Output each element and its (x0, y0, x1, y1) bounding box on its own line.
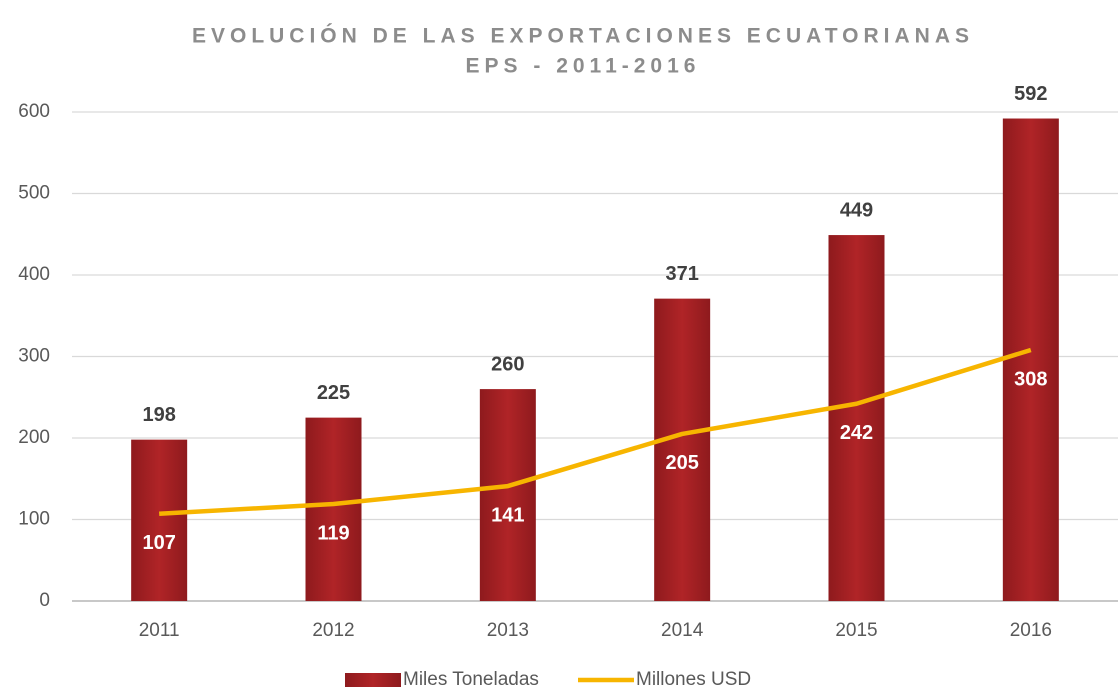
y-tick-label: 0 (39, 590, 50, 611)
legend-swatch (345, 673, 401, 687)
x-tick-label: 2014 (661, 620, 704, 641)
bar-label: 371 (665, 263, 698, 285)
line-label: 141 (491, 504, 524, 526)
chart-title: EVOLUCIÓN DE LAS EXPORTACIONES ECUATORIA… (192, 24, 974, 48)
x-tick-label: 2013 (487, 620, 529, 641)
x-tick-label: 2012 (312, 620, 354, 641)
line-label: 308 (1014, 368, 1047, 390)
x-tick-label: 2015 (835, 620, 877, 641)
line-label: 205 (665, 452, 698, 474)
y-tick-label: 100 (18, 509, 50, 530)
bar (1002, 118, 1059, 602)
y-tick-label: 200 (18, 427, 50, 448)
bar (305, 417, 362, 601)
chart-title: EPS - 2011-2016 (466, 55, 701, 78)
bar-label: 260 (491, 353, 524, 375)
x-tick-label: 2016 (1010, 620, 1052, 641)
bar (479, 389, 536, 601)
bar-label: 449 (840, 199, 873, 221)
y-tick-label: 600 (18, 101, 50, 122)
bar-label: 592 (1014, 83, 1047, 105)
line (159, 347, 1032, 517)
bar (654, 298, 711, 601)
line-label: 107 (142, 532, 175, 554)
line-label: 242 (840, 422, 873, 444)
y-tick-label: 500 (18, 183, 50, 204)
y-tick-label: 300 (18, 346, 50, 367)
bar (828, 235, 885, 601)
legend-label: Miles Toneladas (403, 669, 539, 689)
line-label: 119 (317, 522, 349, 544)
x-tick-label: 2011 (139, 620, 180, 641)
bar-label: 198 (142, 404, 175, 426)
legend-label: Millones USD (636, 669, 751, 689)
bar-label: 225 (317, 382, 350, 404)
y-tick-label: 400 (18, 264, 50, 285)
bar (131, 439, 188, 601)
